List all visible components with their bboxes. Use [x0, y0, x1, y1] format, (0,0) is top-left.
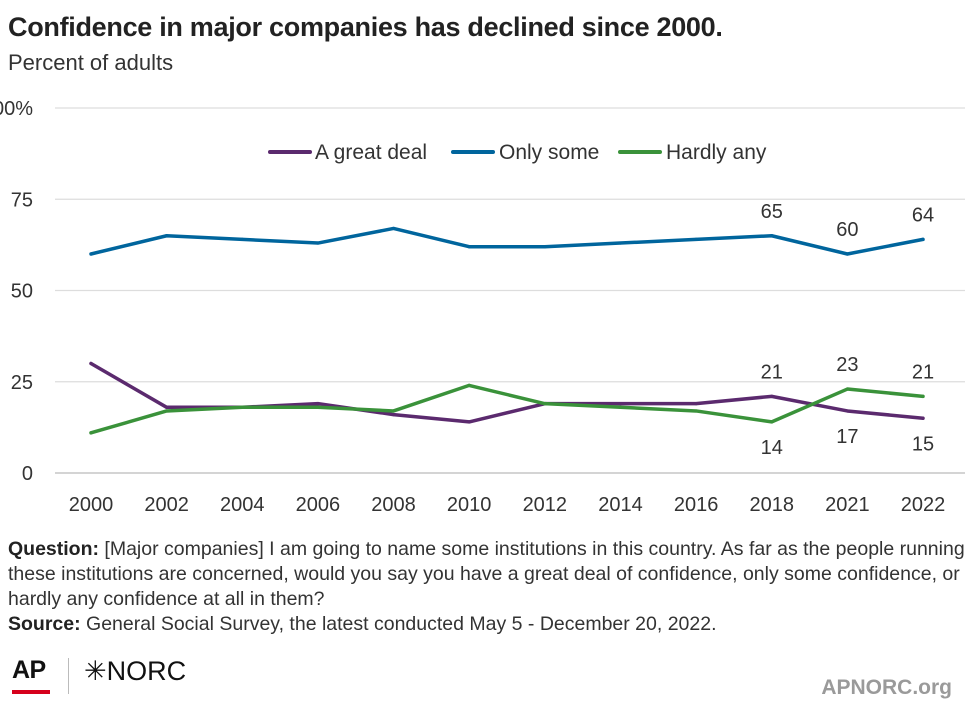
- source-text: General Social Survey, the latest conduc…: [86, 613, 717, 635]
- data-label: 17: [836, 426, 858, 448]
- data-point: [921, 237, 925, 241]
- data-point: [316, 402, 320, 406]
- data-point: [165, 409, 169, 413]
- data-point: [316, 241, 320, 245]
- line-chart: 0 25 50 75 100% 2000 2002 2004 2006 2008 2010 2012…: [0, 98, 965, 516]
- ap-logo-underline: [12, 690, 50, 694]
- data-point: [467, 420, 471, 424]
- data-labels: 65 60 64 21 14 23 17 21 15: [761, 201, 935, 459]
- data-point: [618, 402, 623, 406]
- question-label: Question:: [8, 538, 99, 560]
- data-label: 64: [912, 204, 934, 226]
- data-label: 23: [836, 354, 858, 376]
- series-lines: [89, 226, 925, 435]
- question-text: [Major companies] I am going to name som…: [8, 538, 965, 610]
- x-tick-label: 2021: [825, 494, 870, 516]
- data-label: 21: [912, 361, 934, 383]
- x-tick-label: 2010: [447, 494, 492, 516]
- data-point: [618, 405, 623, 409]
- x-tick-label: 2004: [220, 494, 265, 516]
- data-point: [845, 252, 849, 256]
- chart-title: Confidence in major companies has declin…: [8, 12, 723, 42]
- x-tick-label: 2000: [69, 494, 114, 516]
- data-point: [770, 234, 774, 238]
- source-label: Source:: [8, 613, 81, 635]
- data-point: [845, 387, 849, 391]
- data-point: [921, 416, 925, 420]
- data-point: [89, 252, 93, 256]
- data-point: [391, 226, 396, 231]
- x-tick-label: 2002: [144, 494, 189, 516]
- data-point: [770, 420, 774, 424]
- data-point: [165, 405, 169, 409]
- data-point: [694, 402, 698, 406]
- data-point: [240, 405, 244, 409]
- data-point: [240, 237, 244, 241]
- data-point: [618, 241, 623, 245]
- data-label: 14: [761, 437, 783, 459]
- legend-label: Only some: [499, 141, 599, 164]
- data-point: [694, 237, 698, 241]
- y-tick-label: 50: [11, 281, 33, 303]
- data-point: [921, 394, 925, 398]
- data-point: [391, 409, 396, 413]
- footer-divider: [68, 658, 69, 694]
- data-point: [694, 409, 698, 413]
- data-label: 60: [836, 219, 858, 241]
- data-label: 15: [912, 433, 934, 455]
- series-line-0: [89, 361, 925, 424]
- data-label: 21: [761, 361, 783, 383]
- x-tick-label: 2006: [296, 494, 341, 516]
- y-tick-label: 0: [22, 463, 33, 485]
- series-line-2: [89, 383, 925, 435]
- x-tick-label: 2016: [674, 494, 719, 516]
- norc-logo: ✳NORC: [84, 656, 187, 686]
- x-tick-label: 2022: [901, 494, 946, 516]
- data-point: [467, 383, 471, 387]
- data-point: [165, 234, 169, 238]
- y-tick-label: 75: [11, 189, 33, 211]
- data-point: [89, 431, 93, 435]
- data-label: 65: [761, 201, 783, 223]
- question-note: Question: [Major companies] I am going t…: [8, 537, 968, 612]
- x-tick-label: 2014: [598, 494, 643, 516]
- ap-logo: AP: [12, 656, 46, 684]
- legend-label: A great deal: [315, 141, 427, 164]
- data-point: [543, 245, 547, 249]
- x-tick-label: 2008: [371, 494, 416, 516]
- data-point: [89, 361, 93, 366]
- data-point: [391, 413, 396, 417]
- y-tick-label: 100%: [0, 98, 33, 120]
- y-axis-ticks: 0 25 50 75 100%: [0, 98, 33, 485]
- x-tick-label: 2018: [749, 494, 794, 516]
- legend-label: Hardly any: [666, 141, 767, 164]
- x-tick-label: 2012: [523, 494, 568, 516]
- notes: Question: [Major companies] I am going t…: [8, 537, 968, 637]
- series-line-1: [89, 226, 925, 256]
- website-link[interactable]: APNORC.org: [821, 676, 952, 699]
- source-note: Source: General Social Survey, the lates…: [8, 612, 968, 637]
- gridlines: [55, 107, 965, 474]
- y-tick-label: 25: [11, 372, 33, 394]
- data-point: [316, 405, 320, 409]
- legend: A great deal Only some Hardly any: [268, 141, 767, 164]
- data-point: [467, 245, 471, 249]
- chart-subtitle: Percent of adults: [8, 50, 174, 75]
- data-point: [845, 409, 849, 413]
- x-axis-ticks: 2000 2002 2004 2006 2008 2010 2012 2014 2016 2018…: [69, 494, 946, 516]
- data-point: [543, 402, 547, 406]
- data-point: [770, 394, 774, 398]
